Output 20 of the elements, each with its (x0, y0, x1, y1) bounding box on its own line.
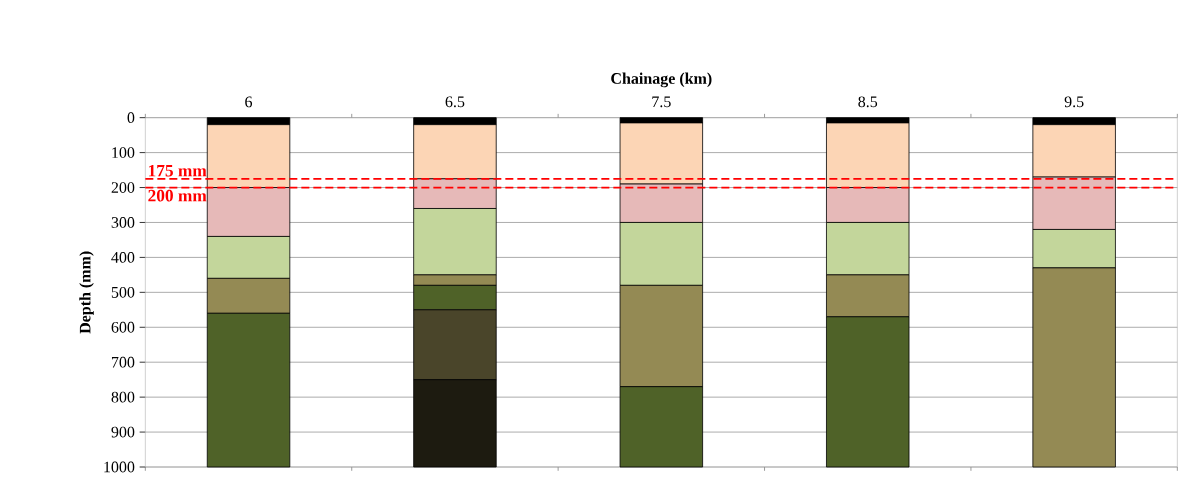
y-tick-label: 200 (111, 182, 135, 193)
y-tick-label: 900 (111, 426, 135, 438)
x-tick-label: 6 (245, 96, 253, 108)
y-tick-label: 300 (111, 217, 135, 228)
x-axis-title: Chainage (km) (611, 72, 712, 88)
y-tick-label: 1000 (104, 461, 135, 473)
y-axis-title: Depth (mm) (79, 251, 94, 334)
x-tick-label: 9.5 (1064, 96, 1084, 108)
ref-line-label: 200 mm (148, 189, 207, 202)
x-tick-label: 6.5 (445, 96, 465, 108)
x-tick-label: 7.5 (652, 96, 671, 108)
ref-line-label: 175 mm (148, 164, 207, 177)
y-tick-label: 400 (111, 252, 135, 263)
y-tick-label: 100 (112, 147, 135, 158)
y-tick-label: 600 (111, 321, 135, 333)
y-tick-label: 500 (111, 286, 135, 298)
x-tick-label: 8.5 (858, 96, 878, 108)
y-tick-label: 0 (127, 112, 135, 124)
y-tick-label: 700 (111, 356, 135, 368)
y-tick-label: 800 (111, 391, 135, 403)
